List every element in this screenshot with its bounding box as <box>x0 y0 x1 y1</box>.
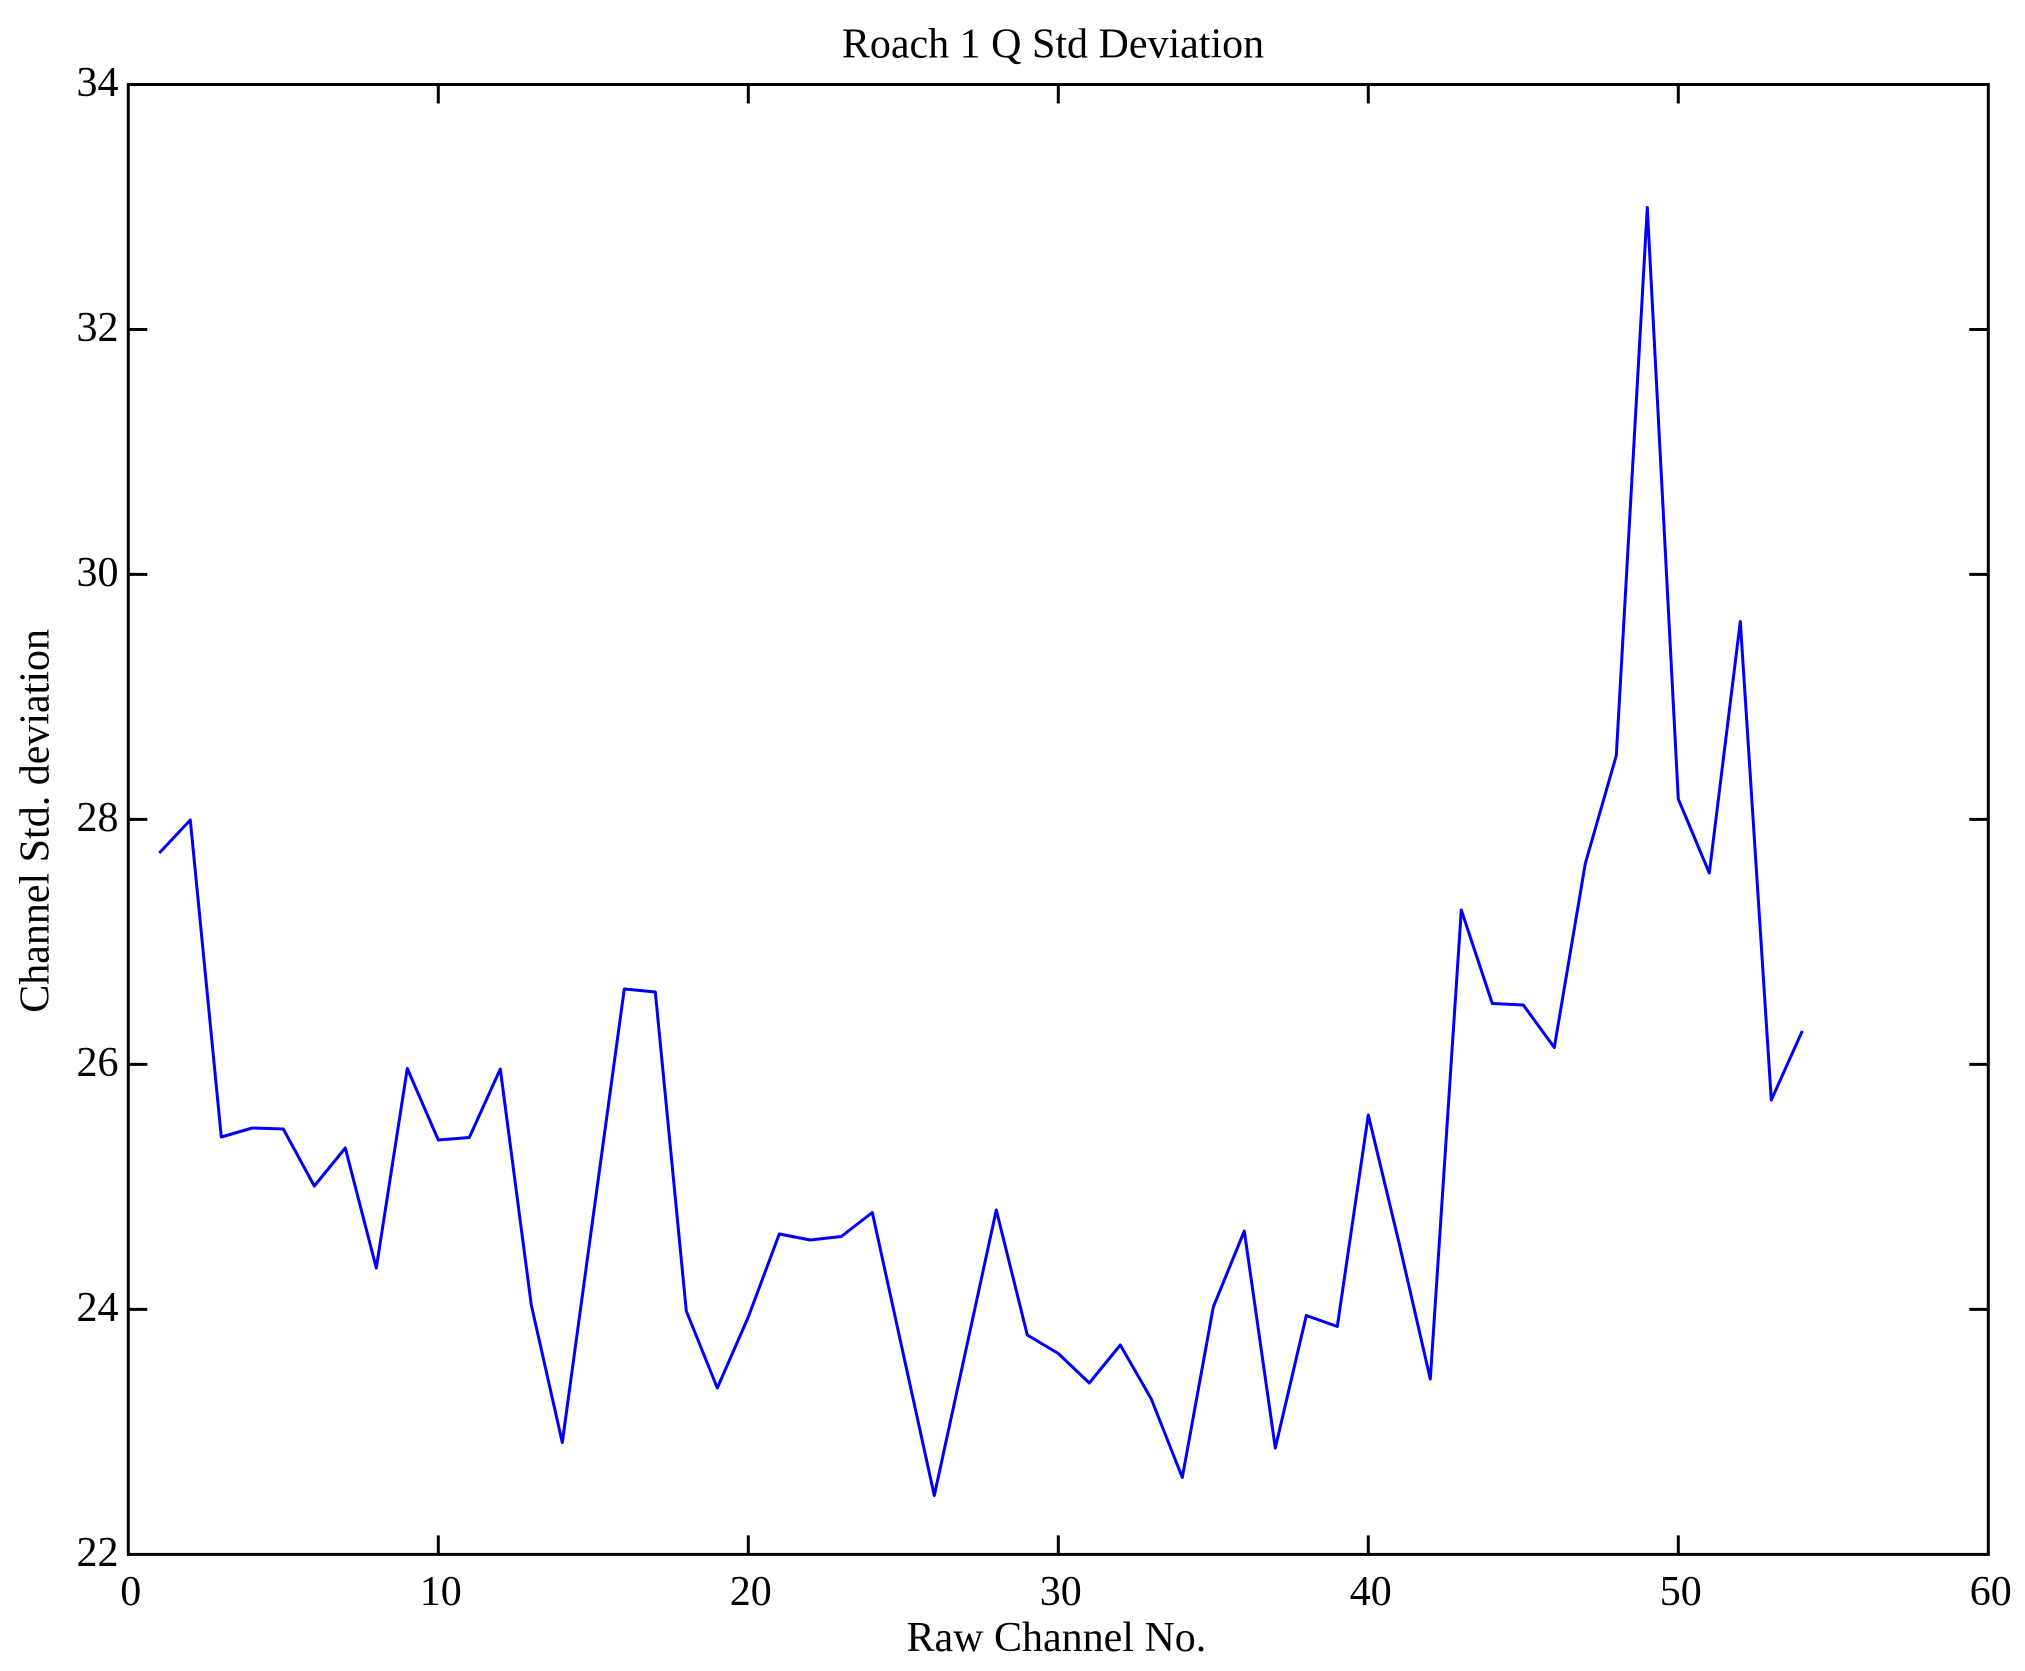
svg-text:30: 30 <box>1040 1569 1082 1615</box>
svg-text:20: 20 <box>730 1569 772 1615</box>
svg-text:22: 22 <box>77 1530 119 1576</box>
svg-text:0: 0 <box>120 1569 141 1615</box>
svg-text:32: 32 <box>77 305 119 351</box>
svg-text:40: 40 <box>1350 1569 1392 1615</box>
svg-text:Roach 1 Q Std Deviation: Roach 1 Q Std Deviation <box>842 22 1264 68</box>
svg-text:24: 24 <box>77 1285 119 1331</box>
svg-text:26: 26 <box>77 1040 119 1086</box>
svg-text:34: 34 <box>77 60 119 106</box>
svg-text:Channel Std. deviation: Channel Std. deviation <box>12 629 58 1013</box>
svg-text:30: 30 <box>77 550 119 596</box>
svg-text:Raw Channel No.: Raw Channel No. <box>907 1615 1207 1661</box>
svg-text:28: 28 <box>77 795 119 841</box>
svg-text:50: 50 <box>1660 1569 1702 1615</box>
svg-text:10: 10 <box>420 1569 462 1615</box>
svg-text:60: 60 <box>1970 1569 2012 1615</box>
